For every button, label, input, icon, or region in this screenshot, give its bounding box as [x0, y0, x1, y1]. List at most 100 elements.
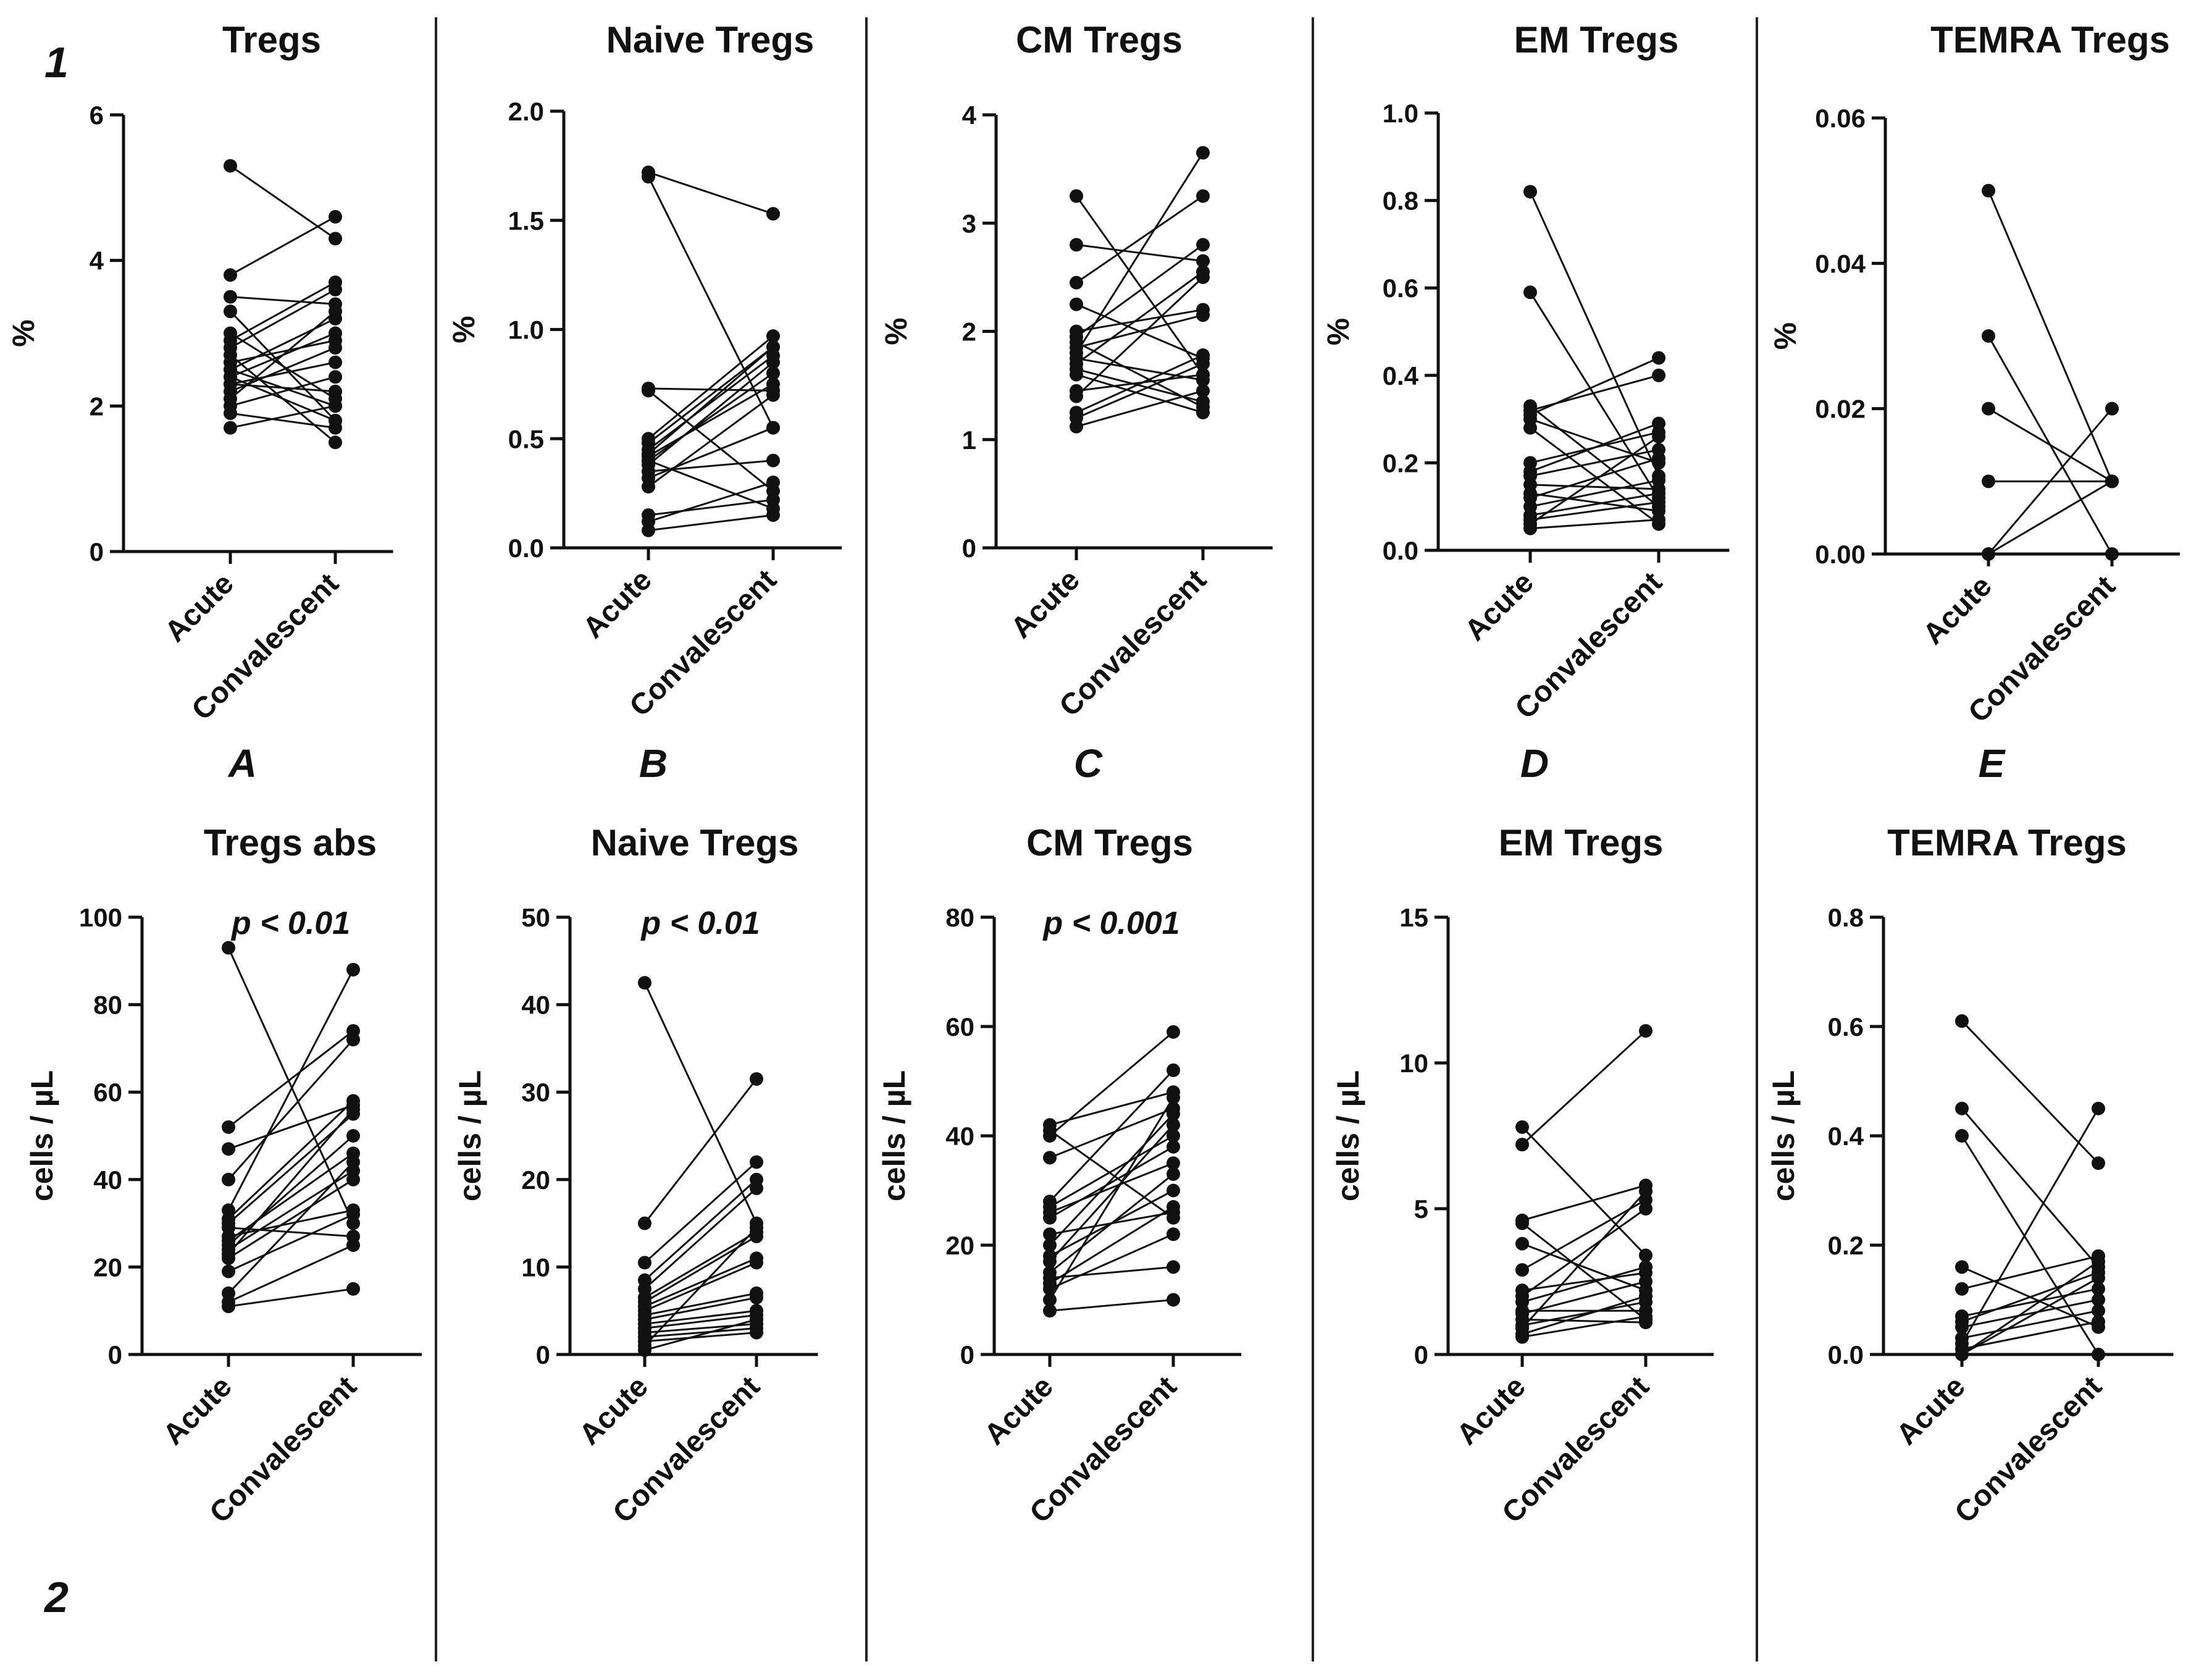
point-acute	[222, 1172, 235, 1186]
pair-line	[648, 394, 774, 488]
pair-line	[228, 1178, 354, 1259]
y-tick-label: 50	[521, 903, 550, 932]
point-convalescent	[1639, 1184, 1653, 1198]
pair-line	[1522, 1316, 1646, 1338]
point-acute	[222, 1120, 235, 1134]
point-acute	[1515, 1263, 1529, 1277]
panel-label-b: B	[639, 741, 668, 786]
pair-line	[1961, 1321, 2099, 1350]
point-acute	[222, 1295, 235, 1309]
pair-line	[1988, 408, 2113, 482]
y-tick-label: 0.0	[1383, 536, 1418, 565]
pair-line	[1961, 1288, 2099, 1317]
pair-line	[1076, 374, 1204, 414]
point-acute	[1043, 1129, 1057, 1143]
point-convalescent	[1167, 1063, 1180, 1077]
pair-line	[230, 310, 336, 400]
point-convalescent	[2092, 1304, 2105, 1318]
point-convalescent	[1196, 254, 1210, 268]
pair-line	[227, 1109, 354, 1255]
y-tick-label: 0.06	[1815, 104, 1866, 133]
chart-title: Naive Tregs	[591, 822, 799, 863]
point-convalescent	[1167, 1260, 1180, 1274]
point-acute	[1043, 1151, 1057, 1165]
point-convalescent	[346, 962, 360, 976]
p-value: p < 0.01	[640, 905, 760, 941]
pair-line	[1049, 1233, 1174, 1290]
chart-title: TEMRA Tregs	[1887, 822, 2127, 863]
pair-line	[1522, 1199, 1646, 1271]
pair-line	[230, 383, 336, 393]
point-convalescent	[766, 377, 780, 391]
pair-line	[1076, 363, 1204, 419]
point-convalescent	[1652, 473, 1665, 487]
point-convalescent	[750, 1072, 763, 1086]
pair-line	[1961, 1255, 2099, 1290]
point-convalescent	[750, 1155, 763, 1169]
pair-line	[228, 1214, 354, 1272]
y-tick-label: 2.0	[508, 97, 544, 126]
pair-line	[230, 281, 336, 342]
pair-line	[1049, 1113, 1175, 1246]
pair-line	[227, 947, 354, 1224]
point-acute	[1043, 1238, 1057, 1252]
point-acute	[638, 1256, 651, 1270]
panel-label-c: C	[1074, 741, 1103, 786]
pair-line	[643, 1161, 758, 1264]
point-acute	[222, 1251, 235, 1266]
y-tick-label: 4	[90, 246, 104, 275]
point-acute	[222, 1142, 235, 1156]
y-tick-label: 0	[962, 534, 976, 563]
pair-line	[1049, 1107, 1174, 1159]
y-tick-label: 0.04	[1815, 249, 1866, 278]
point-convalescent	[1639, 1289, 1653, 1303]
pair-line	[1522, 1222, 1646, 1321]
pair-line	[230, 296, 336, 305]
pair-line	[1530, 518, 1659, 530]
point-convalescent	[1167, 1118, 1180, 1132]
pair-line	[1522, 1184, 1646, 1222]
pair-line	[644, 1327, 757, 1338]
point-convalescent	[329, 341, 342, 355]
pair-line	[1522, 1266, 1646, 1303]
pair-line	[1076, 390, 1204, 428]
point-convalescent	[1167, 1140, 1180, 1154]
y-axis-label: %	[1768, 322, 1803, 350]
pair-line	[1076, 308, 1204, 332]
point-acute	[224, 421, 237, 435]
y-axis-label: %	[879, 317, 913, 345]
point-convalescent	[329, 370, 342, 384]
point-convalescent	[329, 399, 342, 413]
y-tick-label: 40	[945, 1122, 974, 1151]
point-convalescent	[1167, 1293, 1180, 1307]
point-convalescent	[766, 329, 780, 343]
point-convalescent	[1652, 416, 1665, 430]
point-acute	[642, 480, 655, 494]
chart-title: EM Tregs	[1499, 822, 1664, 863]
pair-line	[1530, 357, 1659, 416]
y-tick-label: 1.5	[508, 206, 544, 235]
point-acute	[1982, 329, 1995, 343]
row-label-2: 2	[43, 1573, 69, 1621]
pair-line	[1076, 354, 1204, 414]
y-tick-label: 5	[1414, 1195, 1428, 1224]
pair-line	[1522, 1295, 1646, 1335]
point-convalescent	[2092, 1293, 2105, 1307]
pair-line	[648, 346, 774, 444]
point-convalescent	[329, 326, 342, 340]
y-axis-label: %	[1321, 318, 1355, 345]
pair-line	[1522, 1243, 1646, 1291]
pair-line	[1529, 292, 1660, 498]
point-acute	[1043, 1211, 1057, 1225]
pair-line	[1988, 481, 2113, 555]
pair-line	[230, 216, 336, 276]
y-tick-label: 100	[79, 903, 122, 932]
pair-line	[644, 1332, 757, 1343]
pair-line	[1522, 1318, 1646, 1324]
y-tick-label: 0.4	[1828, 1122, 1864, 1151]
y-tick-label: 0.8	[1383, 187, 1418, 216]
point-convalescent	[1167, 1205, 1180, 1219]
pair-line	[228, 1288, 354, 1308]
point-convalescent	[1196, 367, 1210, 382]
pair-line	[228, 1113, 354, 1224]
